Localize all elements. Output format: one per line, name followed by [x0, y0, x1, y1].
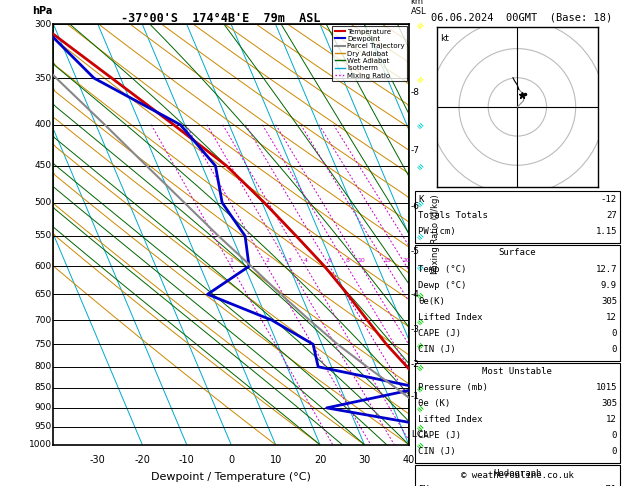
Text: 12: 12 — [606, 312, 617, 322]
Text: 700: 700 — [35, 315, 52, 325]
Text: Lifted Index: Lifted Index — [418, 312, 483, 322]
Text: 2: 2 — [265, 258, 269, 263]
Text: 950: 950 — [35, 422, 52, 431]
Text: Hodograph: Hodograph — [493, 469, 542, 478]
Text: ≡: ≡ — [415, 289, 426, 300]
Text: 550: 550 — [35, 231, 52, 241]
Text: 0: 0 — [611, 345, 617, 354]
Text: ≡: ≡ — [415, 382, 426, 393]
Text: Totals Totals: Totals Totals — [418, 210, 488, 220]
Text: -5: -5 — [411, 247, 420, 256]
Text: km
ASL: km ASL — [411, 0, 426, 16]
Text: 600: 600 — [35, 262, 52, 271]
Text: -12: -12 — [601, 194, 617, 204]
Legend: Temperature, Dewpoint, Parcel Trajectory, Dry Adiabat, Wet Adiabat, Isotherm, Mi: Temperature, Dewpoint, Parcel Trajectory… — [331, 26, 408, 82]
Text: 06.06.2024  00GMT  (Base: 18): 06.06.2024 00GMT (Base: 18) — [431, 12, 613, 22]
Text: Temp (°C): Temp (°C) — [418, 264, 467, 274]
Text: -8: -8 — [411, 88, 420, 97]
Text: Lifted Index: Lifted Index — [418, 415, 483, 424]
Text: -71: -71 — [601, 485, 617, 486]
Text: 12.7: 12.7 — [596, 264, 617, 274]
Text: ≡: ≡ — [415, 120, 426, 130]
Text: 0: 0 — [611, 447, 617, 456]
Text: 3: 3 — [287, 258, 291, 263]
Text: ≡: ≡ — [415, 339, 426, 349]
Text: ≡: ≡ — [415, 315, 426, 326]
Text: 15: 15 — [384, 258, 391, 263]
Text: EH: EH — [418, 485, 429, 486]
Text: hPa: hPa — [32, 6, 52, 16]
Text: 450: 450 — [35, 161, 52, 171]
Text: 0: 0 — [611, 431, 617, 440]
Text: 750: 750 — [35, 340, 52, 349]
Text: 30: 30 — [359, 455, 370, 465]
Text: 650: 650 — [35, 290, 52, 299]
Text: 8: 8 — [345, 258, 349, 263]
Text: 20: 20 — [403, 258, 411, 263]
Text: Pressure (mb): Pressure (mb) — [418, 382, 488, 392]
Text: 9.9: 9.9 — [601, 280, 617, 290]
Text: ≡: ≡ — [415, 402, 426, 413]
Text: 1015: 1015 — [596, 382, 617, 392]
Text: -37°00'S  174°4B'E  79m  ASL: -37°00'S 174°4B'E 79m ASL — [121, 12, 320, 25]
Text: 900: 900 — [35, 403, 52, 413]
Text: kt: kt — [440, 34, 449, 43]
Text: -7: -7 — [411, 145, 420, 155]
Text: -3: -3 — [411, 326, 420, 334]
Text: -1: -1 — [411, 392, 420, 400]
Text: 1000: 1000 — [29, 440, 52, 449]
Text: 20: 20 — [314, 455, 326, 465]
Text: LCL: LCL — [409, 430, 428, 438]
Text: 500: 500 — [35, 198, 52, 207]
Text: CAPE (J): CAPE (J) — [418, 431, 461, 440]
Text: 350: 350 — [35, 73, 52, 83]
Text: 800: 800 — [35, 362, 52, 371]
Text: 10: 10 — [357, 258, 365, 263]
Text: ≡: ≡ — [415, 439, 426, 450]
Text: -4: -4 — [411, 290, 420, 299]
Text: 305: 305 — [601, 399, 617, 408]
Text: Mixing Ratio (g/kg): Mixing Ratio (g/kg) — [431, 195, 440, 274]
Text: K: K — [418, 194, 424, 204]
Text: ≡: ≡ — [415, 261, 426, 272]
Text: Surface: Surface — [499, 248, 536, 258]
Text: 40: 40 — [403, 455, 415, 465]
Text: 300: 300 — [35, 20, 52, 29]
Text: 0: 0 — [611, 329, 617, 338]
Text: 850: 850 — [35, 383, 52, 392]
Text: CIN (J): CIN (J) — [418, 345, 456, 354]
Text: -20: -20 — [135, 455, 150, 465]
Text: -30: -30 — [90, 455, 106, 465]
Text: Dewp (°C): Dewp (°C) — [418, 280, 467, 290]
Text: Dewpoint / Temperature (°C): Dewpoint / Temperature (°C) — [151, 472, 311, 482]
Text: -6: -6 — [411, 202, 420, 210]
Text: ≡: ≡ — [415, 421, 426, 432]
Text: CAPE (J): CAPE (J) — [418, 329, 461, 338]
Text: ≡: ≡ — [415, 73, 426, 84]
Text: ≡: ≡ — [415, 160, 426, 171]
Text: θe(K): θe(K) — [418, 296, 445, 306]
Text: CIN (J): CIN (J) — [418, 447, 456, 456]
Text: 400: 400 — [35, 120, 52, 129]
Text: ≡: ≡ — [415, 230, 426, 242]
Text: PW (cm): PW (cm) — [418, 226, 456, 236]
Text: 4: 4 — [304, 258, 308, 263]
Text: 1: 1 — [229, 258, 233, 263]
Text: 305: 305 — [601, 296, 617, 306]
Text: ≡: ≡ — [415, 19, 426, 30]
Text: ≡: ≡ — [415, 197, 426, 208]
Text: -2: -2 — [411, 360, 420, 369]
Text: -10: -10 — [179, 455, 194, 465]
Text: 1.15: 1.15 — [596, 226, 617, 236]
Text: ≡: ≡ — [415, 361, 426, 372]
Text: θe (K): θe (K) — [418, 399, 450, 408]
Text: © weatheronline.co.uk: © weatheronline.co.uk — [461, 471, 574, 480]
Text: 0: 0 — [228, 455, 234, 465]
Text: 27: 27 — [606, 210, 617, 220]
Text: 12: 12 — [606, 415, 617, 424]
Text: Most Unstable: Most Unstable — [482, 366, 552, 376]
Text: 6: 6 — [328, 258, 331, 263]
Text: 10: 10 — [269, 455, 282, 465]
